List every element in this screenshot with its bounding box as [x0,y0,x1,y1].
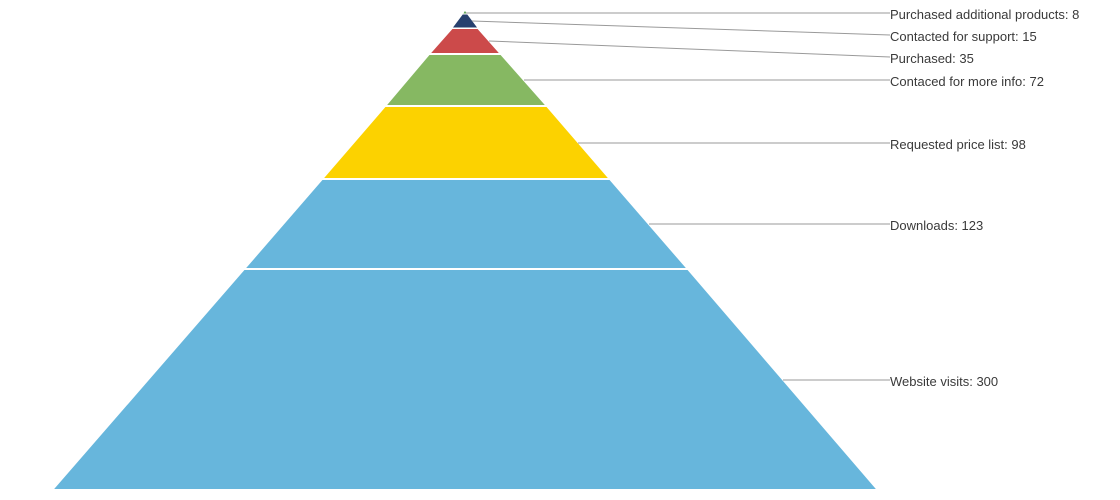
segment-contacted-for-more-info[interactable] [382,53,550,107]
segment-requested-price-list[interactable] [319,105,613,180]
label-contacted-for-support: Contacted for support: 15 [890,29,1037,44]
label-contacted-for-more-info: Contaced for more info: 72 [890,74,1044,89]
segment-website-visits[interactable] [49,268,881,491]
leader-line-purchased [488,40,891,58]
segment-contacted-for-support[interactable] [451,13,479,29]
label-purchased: Purchased: 35 [890,51,974,66]
leader-line-contacted-for-support [471,20,891,36]
label-website-visits: Website visits: 300 [890,374,998,389]
label-purchased-additional-products: Purchased additional products: 8 [890,7,1079,22]
label-requested-price-list: Requested price list: 98 [890,137,1026,152]
label-downloads: Downloads: 123 [890,218,983,233]
segment-downloads[interactable] [241,178,691,270]
